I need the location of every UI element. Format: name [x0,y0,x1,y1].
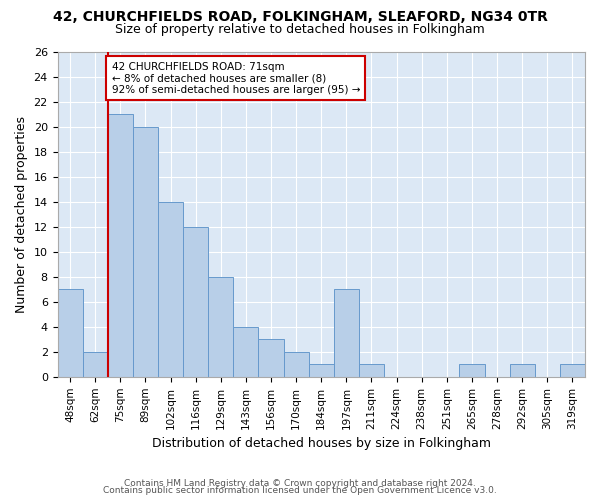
Text: Contains public sector information licensed under the Open Government Licence v3: Contains public sector information licen… [103,486,497,495]
Bar [233,327,259,377]
Bar [83,352,108,377]
Text: 42, CHURCHFIELDS ROAD, FOLKINGHAM, SLEAFORD, NG34 0TR: 42, CHURCHFIELDS ROAD, FOLKINGHAM, SLEAF… [53,10,547,24]
Bar [560,364,585,377]
X-axis label: Distribution of detached houses by size in Folkingham: Distribution of detached houses by size … [152,437,491,450]
Text: 42 CHURCHFIELDS ROAD: 71sqm
← 8% of detached houses are smaller (8)
92% of semi-: 42 CHURCHFIELDS ROAD: 71sqm ← 8% of deta… [112,62,360,94]
Bar [334,289,359,377]
Bar [133,126,158,377]
Text: Contains HM Land Registry data © Crown copyright and database right 2024.: Contains HM Land Registry data © Crown c… [124,478,476,488]
Text: Size of property relative to detached houses in Folkingham: Size of property relative to detached ho… [115,22,485,36]
Bar [58,289,83,377]
Bar [284,352,309,377]
Bar [259,340,284,377]
Bar [108,114,133,377]
Y-axis label: Number of detached properties: Number of detached properties [15,116,28,312]
Bar [183,226,208,377]
Bar [158,202,183,377]
Bar [359,364,384,377]
Bar [509,364,535,377]
Bar [309,364,334,377]
Bar [208,276,233,377]
Bar [460,364,485,377]
